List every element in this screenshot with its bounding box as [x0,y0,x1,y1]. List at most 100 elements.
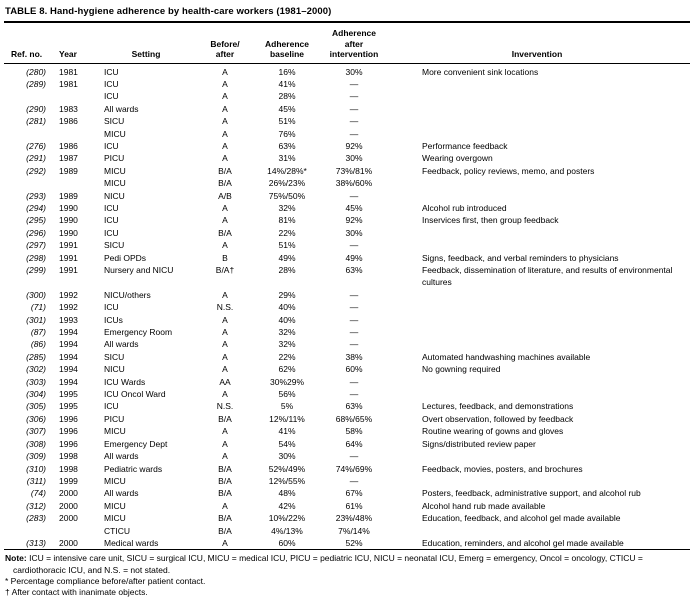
table-row: (300) 1992 NICU/others A 29% — [4,289,690,301]
table-row: (74) 2000 All wards B/A 48% 67% Posters, feedb… [4,487,690,499]
column-header-setting: Setting [92,23,200,64]
cell-before-after: A [222,389,228,400]
cell-before-after: B/A [218,165,232,176]
cell-adherence-baseline: 41% [278,78,296,89]
cell-before-after: B/A [218,525,232,536]
table-row: (310) 1998 Pediatric wards B/A 52%/49% 74%/69… [4,463,690,475]
cell-intervention [384,525,690,537]
cell-adherence-baseline: 22% [278,227,296,238]
cell-adherence-baseline: 4%/13% [271,525,303,536]
table-row: (86) 1994 All wards A 32% — [4,338,690,350]
cell-adherence-baseline: 26%/23% [268,178,306,189]
cell-setting: Pedi OPDs [104,252,147,263]
cell-intervention: Education, feedback, and alcohol gel mad… [422,513,621,524]
cell-adherence-after: 58% [345,426,363,437]
table-row: (292) 1989 MICU B/A 14%/28%* 73%/81% Feedback,… [4,165,690,177]
cell-setting: ICU [104,140,119,151]
cell-ref-no: (280) [26,66,46,77]
cell-year: 1994 [59,364,78,375]
cell-adherence-baseline: 63% [278,140,296,151]
cell-intervention [384,90,690,102]
cell-intervention [384,115,690,127]
cell-ref-no: (294) [26,202,46,213]
column-header-intervention: Invervention [384,23,690,64]
table-row: (283) 2000 MICU B/A 10%/22% 23%/48% Education,… [4,512,690,524]
cell-adherence-after: 92% [345,140,363,151]
cell-adherence-after: 23%/48% [335,513,373,524]
table-row: (305) 1995 ICU N.S. 5% 63% Lectures, feedback,… [4,400,690,412]
table-row: MICU A 76% — [4,128,690,140]
cell-adherence-after: — [349,302,359,313]
cell-before-after: A [222,116,228,127]
cell-ref-no: (293) [26,190,46,201]
cell-ref-no: (87) [30,327,46,338]
cell-adherence-after: — [349,91,359,102]
cell-setting: SICU [104,351,125,362]
cell-adherence-after: — [349,339,359,350]
table-row: (301) 1993 ICUs A 40% — [4,314,690,326]
cell-before-after: A [222,140,228,151]
cell-setting: ICUs [104,314,123,325]
cell-intervention [384,78,690,90]
table-row: (303) 1994 ICU Wards AA 30%29% — [4,376,690,388]
cell-ref-no: (297) [26,240,46,251]
cell-adherence-baseline: 62% [278,364,296,375]
cell-ref-no: (292) [26,165,46,176]
cell-ref-no: (74) [30,488,46,499]
cell-adherence-after: 30% [345,227,363,238]
cell-ref-no: (291) [26,153,46,164]
cell-year: 2000 [59,537,78,548]
cell-intervention [384,190,690,202]
cell-year: 1991 [59,240,78,251]
cell-adherence-baseline: 12%/11% [269,413,305,424]
cell-adherence-after: — [349,240,359,251]
cell-intervention: Feedback, movies, posters, and brochures [422,463,583,474]
cell-adherence-baseline: 30% [278,451,296,462]
cell-adherence-after: 38% [345,351,363,362]
cell-year [54,90,92,102]
cell-before-after: A [222,500,228,511]
cell-intervention [384,301,690,313]
cell-year: 1992 [59,289,78,300]
cell-before-after: A [222,364,228,375]
cell-intervention [384,326,690,338]
cell-before-after: B/A [218,488,232,499]
cell-intervention [384,388,690,400]
cell-before-after: A [222,215,228,226]
cell-setting: All wards [104,339,139,350]
table-row: ICU A 28% — [4,90,690,102]
cell-intervention [384,128,690,140]
cell-year: 1990 [59,215,78,226]
cell-adherence-after: — [349,289,359,300]
cell-year: 1981 [59,78,78,89]
cell-adherence-baseline: 30%29% [269,376,305,387]
cell-adherence-baseline: 75%/50% [268,190,306,201]
cell-setting: MICU [104,500,126,511]
cell-setting: ICU [104,401,119,412]
cell-setting: ICU [104,66,119,77]
cell-adherence-baseline: 76% [278,128,296,139]
column-header-adherence-after: Adherence after intervention [324,23,384,64]
table-title: TABLE 8. Hand-hygiene adherence by healt… [4,6,690,23]
cell-year: 1993 [59,314,78,325]
footnote-note-text: ICU = intensive care unit, SICU = surgic… [13,553,643,575]
cell-setting: ICU [104,302,119,313]
cell-before-after: A [222,91,228,102]
cell-year [54,128,92,140]
table-footnotes: Note: ICU = intensive care unit, SICU = … [4,550,690,598]
cell-ref-no: (311) [26,475,46,486]
cell-before-after: AA [219,376,231,387]
cell-adherence-baseline: 41% [278,426,296,437]
cell-year [54,177,92,189]
cell-year: 1998 [59,463,78,474]
cell-adherence-after: 38%/60% [335,178,373,189]
cell-adherence-after: 74%/69% [335,463,373,474]
footnote-note: Note: ICU = intensive care unit, SICU = … [5,553,688,575]
table-row: (87) 1994 Emergency Room A 32% — [4,326,690,338]
table-row: CTICU B/A 4%/13% 7%/14% [4,525,690,537]
cell-adherence-baseline: 42% [278,500,296,511]
table-row: (281) 1986 SICU A 51% — [4,115,690,127]
cell-adherence-baseline: 40% [278,314,296,325]
cell-year: 1995 [59,401,78,412]
cell-setting: SICU [104,116,125,127]
